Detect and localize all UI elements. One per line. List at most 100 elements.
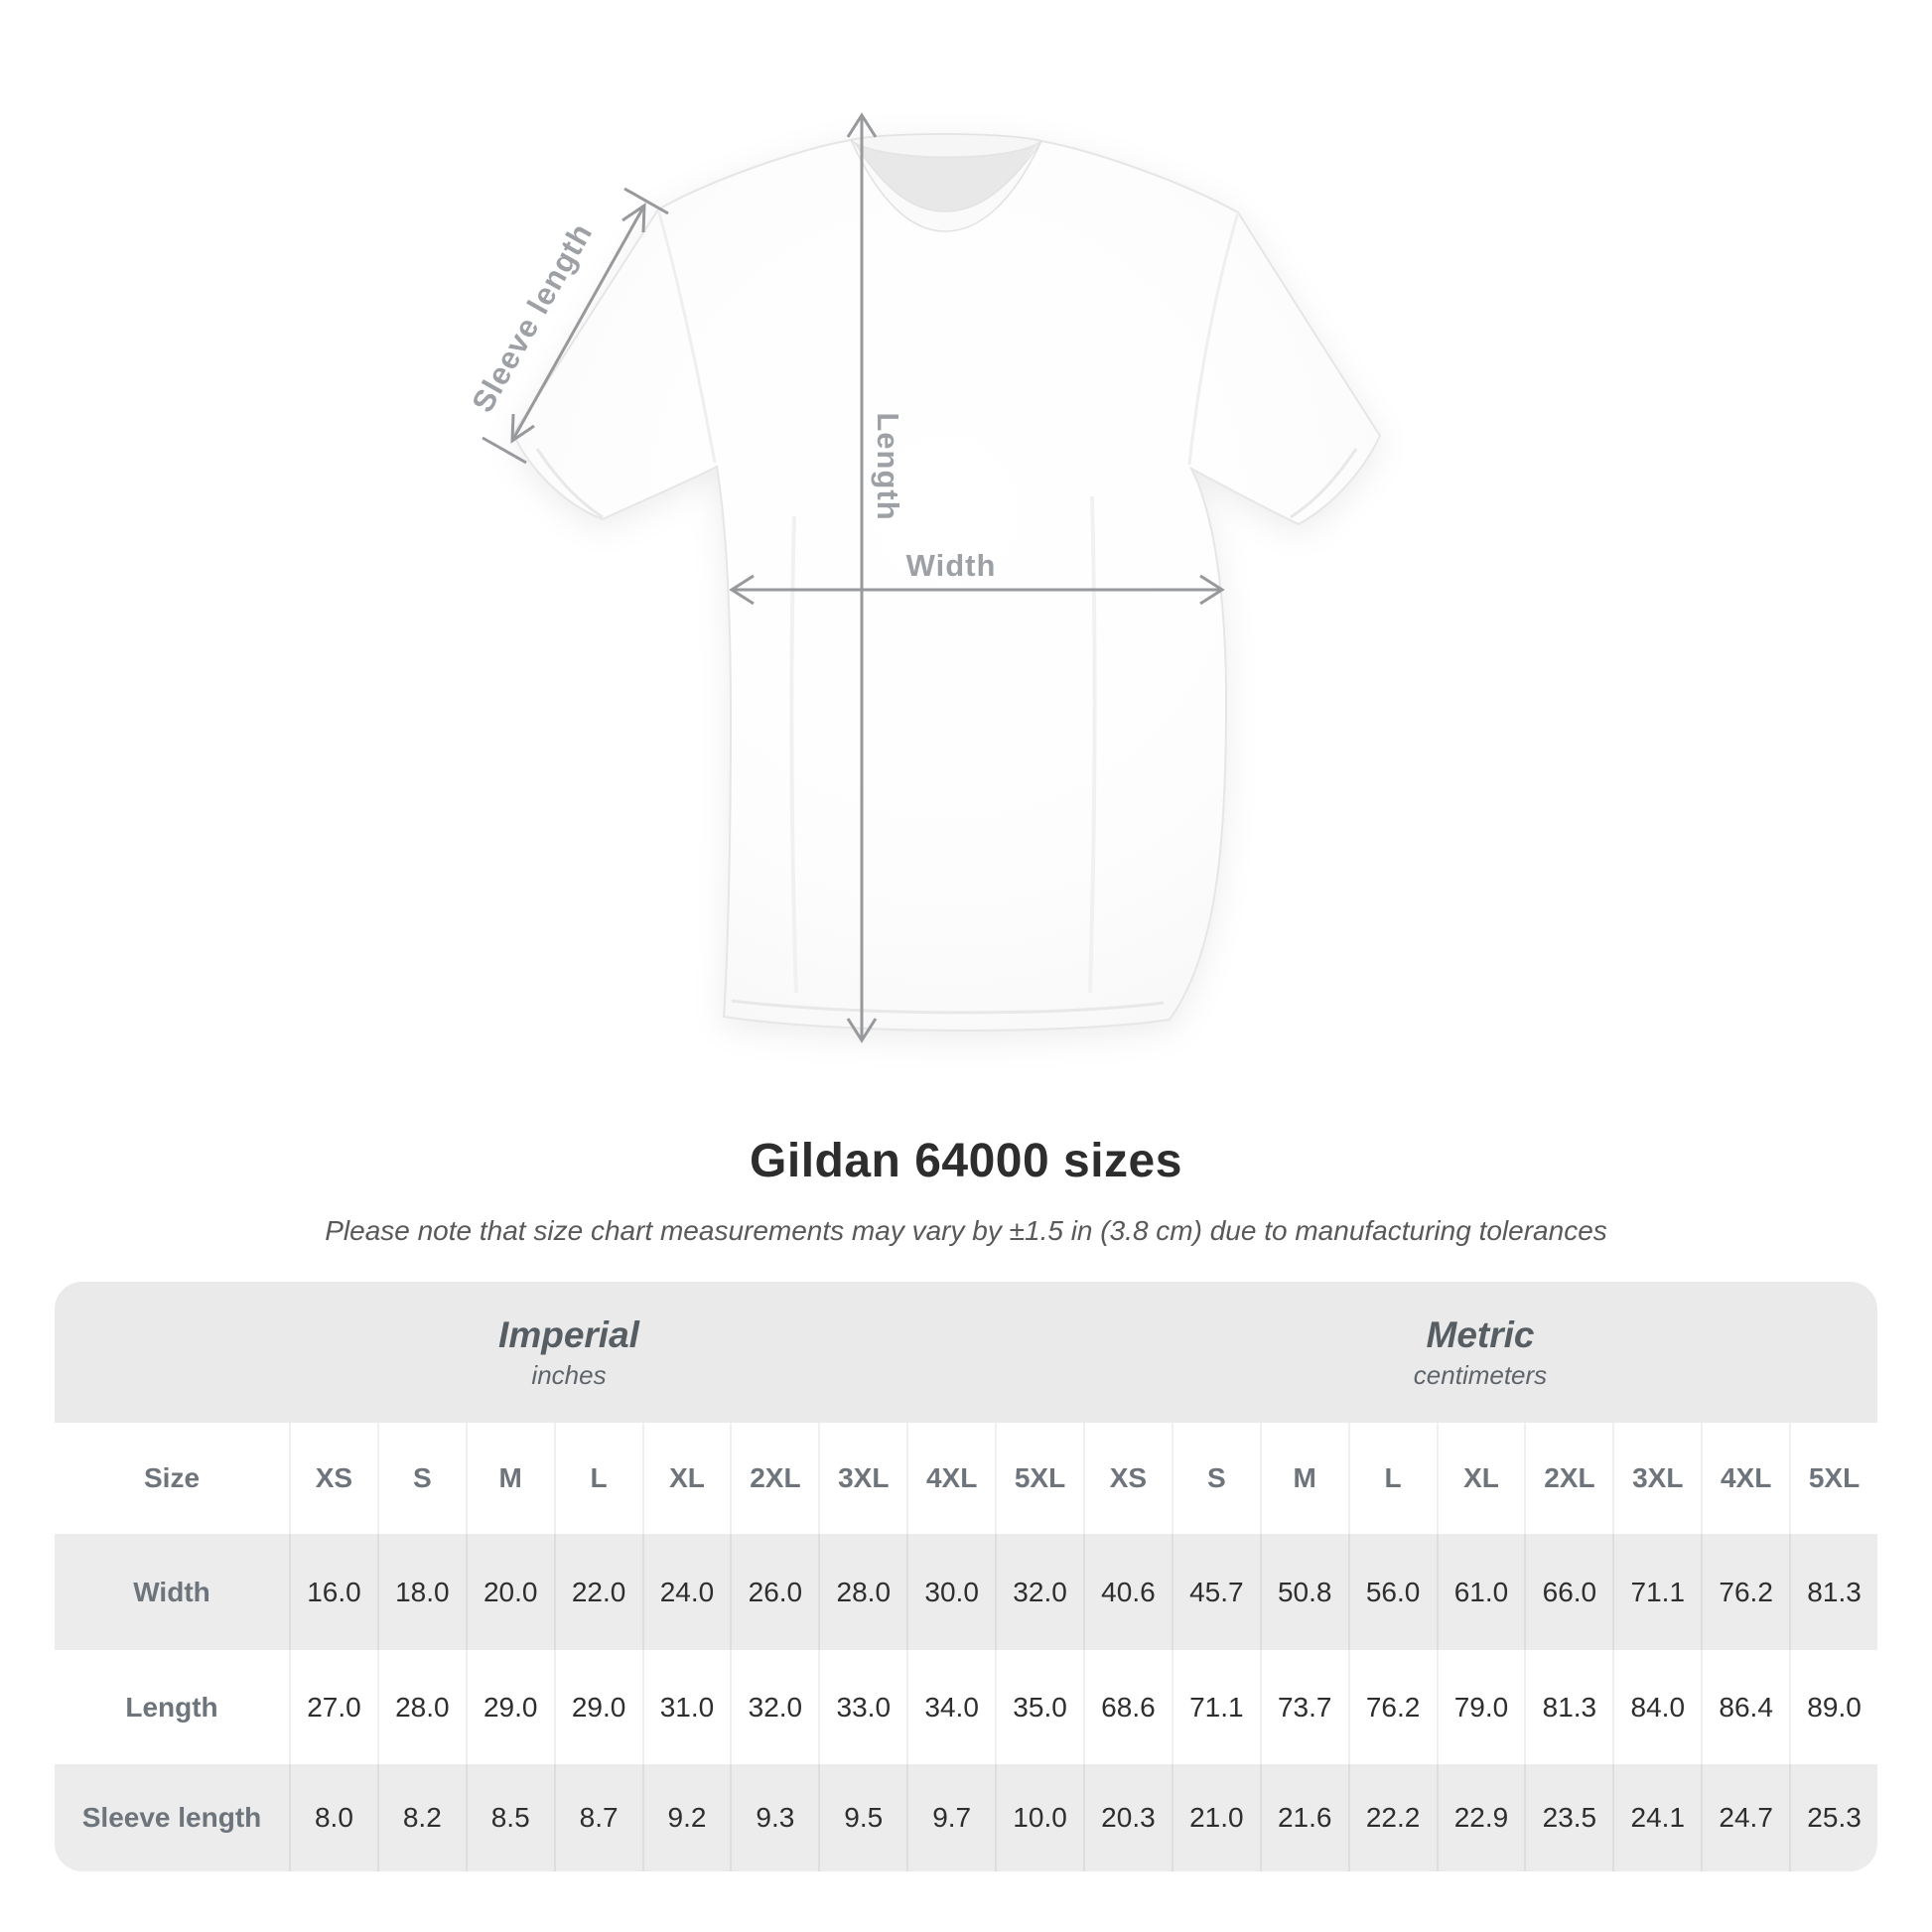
unit-header-band: Imperial inches Metric centimeters [55,1282,1877,1423]
table-cell: 8.0 [289,1764,377,1871]
table-cell: 27.0 [289,1650,377,1764]
table-cell: 22.2 [1347,1764,1437,1871]
column-header: 2XL [730,1423,818,1534]
table-cell: 28.0 [818,1534,906,1650]
imperial-unit: inches [531,1359,607,1390]
tshirt-body [511,133,1382,1032]
table-cell: 30.0 [906,1534,995,1650]
table-cell: 71.1 [1612,1534,1701,1650]
row-label: Sleeve length [81,1802,262,1833]
table-cell: 40.6 [1082,1534,1172,1650]
table-cell: 84.0 [1612,1650,1701,1764]
table-cell: 20.0 [465,1534,554,1650]
table-cell: 31.0 [641,1650,731,1764]
width-arrow [729,574,1225,606]
column-header: 3XL [1612,1423,1701,1534]
column-header: 4XL [906,1423,995,1534]
tolerance-note: Please note that size chart measurements… [325,1215,1607,1246]
table-cell: 76.2 [1347,1650,1437,1764]
column-header: 5XL [1789,1423,1877,1534]
column-header: XL [641,1423,731,1534]
collar-front-rib [850,139,1042,232]
right-cuff-seam [1290,448,1358,519]
table-cell: 68.6 [1082,1650,1172,1764]
left-cuff-seam [535,448,604,519]
table-cell: 32.0 [995,1534,1083,1650]
table-cell: 33.0 [818,1650,906,1764]
table-cell: 24.7 [1701,1764,1789,1871]
table-row-length: Length 27.0 28.0 29.0 29.0 31.0 32.0 33.… [55,1650,1877,1764]
table-cell: 9.7 [906,1764,995,1871]
table-row-width: Width 16.0 18.0 20.0 22.0 24.0 26.0 28.0… [55,1534,1877,1650]
table-cell: 8.2 [376,1764,466,1871]
imperial-label: Imperial [498,1313,639,1355]
table-cell: 79.0 [1436,1650,1525,1764]
tshirt-measurement-diagram: Width Length Sleeve length [465,112,1382,1043]
table-cell: 29.0 [465,1650,554,1764]
table-cell: 28.0 [376,1650,466,1764]
table-cell: 66.0 [1524,1534,1612,1650]
column-header: 3XL [818,1423,906,1534]
column-header: XS [1082,1423,1172,1534]
table-cell: 34.0 [906,1650,995,1764]
column-header: L [1347,1423,1437,1534]
table-cell: 9.2 [641,1764,731,1871]
sleeve-length-arrow [482,187,669,465]
table-cell: 61.0 [1436,1534,1525,1650]
column-header: XS [289,1423,377,1534]
column-header: S [1171,1423,1260,1534]
table-row-sleeve-length: Sleeve length 8.0 8.2 8.5 8.7 9.2 9.3 9.… [55,1764,1877,1871]
table-cell: 50.8 [1259,1534,1348,1650]
table-cell: 16.0 [289,1534,377,1650]
column-header: XL [1436,1423,1525,1534]
column-header: 5XL [995,1423,1083,1534]
tshirt-illustration [511,133,1382,1032]
metric-header: Metric centimeters [1083,1282,1877,1423]
table-cell: 10.0 [995,1764,1083,1871]
column-header: M [1259,1423,1348,1534]
table-cell: 73.7 [1259,1650,1348,1764]
metric-unit: centimeters [1413,1359,1548,1390]
table-cell: 22.9 [1436,1764,1525,1871]
hem-seam [731,999,1165,1015]
table-cell: 86.4 [1701,1650,1789,1764]
table-cell: 81.3 [1524,1650,1612,1764]
column-header: S [376,1423,466,1534]
table-cell: 9.3 [730,1764,818,1871]
column-header: 4XL [1701,1423,1789,1534]
table-cell: 21.0 [1171,1764,1260,1871]
table-cell: 24.0 [641,1534,731,1650]
table-cell: 45.7 [1171,1534,1260,1650]
table-cell: 89.0 [1789,1650,1877,1764]
imperial-header: Imperial inches [55,1282,1083,1423]
table-cell: 29.0 [553,1650,642,1764]
metric-label: Metric [1426,1313,1535,1355]
table-cell: 20.3 [1082,1764,1172,1871]
size-column-header: Size [143,1462,201,1493]
width-label: Width [906,548,997,583]
column-header: M [465,1423,554,1534]
length-label: Length [871,412,905,520]
size-chart-table: Imperial inches Metric centimeters Size … [55,1282,1877,1871]
row-label: Width [133,1576,210,1607]
table-cell: 35.0 [995,1650,1083,1764]
table-cell: 71.1 [1171,1650,1260,1764]
table-cell: 23.5 [1524,1764,1612,1871]
column-header: 2XL [1524,1423,1612,1534]
table-cell: 25.3 [1789,1764,1877,1871]
page-title: Gildan 64000 sizes [750,1135,1182,1187]
table-cell: 22.0 [553,1534,642,1650]
collar-back-band [849,133,1043,159]
table-cell: 18.0 [376,1534,466,1650]
row-label: Length [125,1691,218,1723]
length-arrow [846,112,878,1043]
table-cell: 21.6 [1259,1764,1348,1871]
table-cell: 56.0 [1347,1534,1437,1650]
table-cell: 24.1 [1612,1764,1701,1871]
table-cell: 8.7 [553,1764,642,1871]
size-header-row: Size XS S M L XL 2XL 3XL 4XL 5XL XS S M … [55,1423,1877,1534]
table-cell: 9.5 [818,1764,906,1871]
table-cell: 32.0 [730,1650,818,1764]
column-header: L [553,1423,642,1534]
table-cell: 8.5 [465,1764,554,1871]
